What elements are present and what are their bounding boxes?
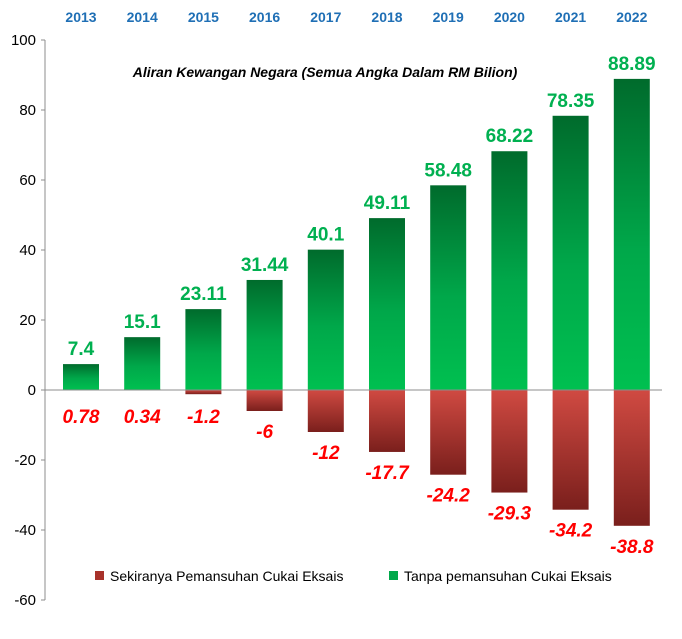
legend-swatch: [95, 571, 104, 580]
x-category-label: 2017: [310, 9, 341, 25]
bar-negative-series: [491, 390, 528, 493]
data-label-negative: 0.34: [124, 407, 161, 428]
y-tick-label: 80: [19, 102, 36, 119]
data-label-negative: -34.2: [549, 521, 593, 542]
bar-positive-series: [613, 78, 650, 390]
y-tick-label: 60: [19, 172, 36, 189]
bar-positive-series: [307, 249, 344, 390]
legend-label: Tanpa pemansuhan Cukai Eksais: [404, 568, 612, 584]
x-category-label: 2019: [433, 9, 464, 25]
bar-negative-series: [369, 390, 405, 452]
legend: Sekiranya Pemansuhan Cukai Eksais Tanpa p…: [95, 568, 612, 584]
bar-negative-series: [185, 390, 222, 395]
bar-positive-series: [124, 337, 161, 390]
bar-negative-series: [246, 390, 283, 411]
data-label-positive: 58.48: [424, 160, 472, 181]
data-label-positive: 40.1: [307, 225, 344, 246]
bar-positive-series: [63, 364, 99, 390]
bar-negative-series: [613, 390, 650, 526]
data-label-negative: -17.7: [365, 463, 410, 484]
bar-positive-series: [491, 151, 528, 390]
data-label-positive: 23.11: [180, 284, 227, 305]
bar-negative-series: [307, 390, 344, 432]
bar-positive-series: [369, 218, 405, 390]
bar-positive-series: [185, 309, 222, 390]
y-tick-label: -20: [14, 452, 36, 469]
legend-label: Sekiranya Pemansuhan Cukai Eksais: [110, 568, 343, 584]
data-label-negative: 0.78: [63, 407, 100, 428]
x-category-label: 2013: [65, 9, 96, 25]
data-label-positive: 78.35: [547, 91, 595, 112]
data-label-negative: -6: [256, 422, 273, 443]
bar-negative-series: [430, 390, 467, 475]
y-tick-label: -60: [14, 592, 36, 609]
x-category-label: 2016: [249, 9, 280, 25]
y-tick-label: 100: [11, 32, 36, 49]
data-label-negative: -1.2: [187, 407, 220, 428]
data-label-negative: -29.3: [488, 504, 532, 525]
bar-negative-series: [552, 390, 589, 510]
bar-positive-series: [246, 279, 283, 390]
y-tick-label: -40: [14, 522, 36, 539]
x-category-label: 2021: [555, 9, 586, 25]
data-label-negative: -12: [312, 443, 340, 464]
data-label-positive: 31.44: [241, 255, 289, 276]
bar-positive-series: [552, 115, 589, 391]
y-tick-label: 0: [28, 382, 36, 399]
x-category-label: 2022: [616, 9, 647, 25]
x-category-label: 2020: [494, 9, 525, 25]
data-label-positive: 15.1: [124, 312, 161, 333]
bar-positive-series: [430, 185, 467, 390]
data-label-negative: -38.8: [610, 537, 654, 558]
x-category-label: 2015: [188, 9, 219, 25]
data-label-positive: 49.11: [364, 193, 411, 214]
data-label-positive: 68.22: [486, 126, 534, 147]
y-tick-label: 20: [19, 312, 36, 329]
y-tick-label: 40: [19, 242, 36, 259]
data-label-negative: -24.2: [427, 486, 471, 507]
x-category-label: 2014: [127, 9, 158, 25]
data-label-positive: 88.89: [608, 54, 656, 75]
x-category-label: 2018: [371, 9, 402, 25]
legend-swatch: [389, 571, 398, 580]
data-label-positive: 7.4: [68, 339, 95, 360]
chart-title: Aliran Kewangan Negara (Semua Angka Dala…: [132, 64, 518, 80]
